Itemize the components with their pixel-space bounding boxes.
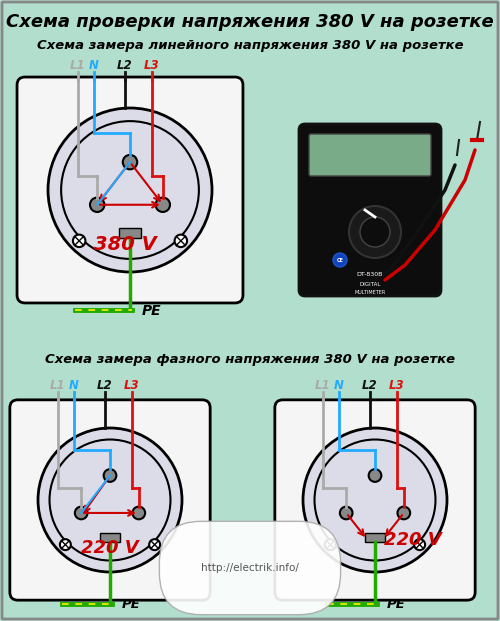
Circle shape bbox=[48, 108, 212, 272]
Text: 220 V: 220 V bbox=[384, 531, 442, 549]
Text: DIGITAL: DIGITAL bbox=[360, 281, 380, 286]
Text: CE: CE bbox=[336, 258, 344, 263]
Circle shape bbox=[303, 428, 447, 572]
Text: PE: PE bbox=[387, 599, 406, 612]
Text: L2: L2 bbox=[117, 59, 133, 72]
Text: L3: L3 bbox=[124, 379, 140, 392]
Text: L2: L2 bbox=[362, 379, 378, 392]
Text: MULTIMETER: MULTIMETER bbox=[354, 289, 386, 294]
Circle shape bbox=[314, 440, 436, 561]
Text: Схема замера фазного напряжения 380 V на розетке: Схема замера фазного напряжения 380 V на… bbox=[45, 353, 455, 366]
FancyBboxPatch shape bbox=[10, 400, 210, 600]
Text: N: N bbox=[69, 379, 79, 392]
Circle shape bbox=[38, 428, 182, 572]
Circle shape bbox=[156, 197, 170, 212]
Circle shape bbox=[174, 235, 187, 247]
Text: N: N bbox=[334, 379, 344, 392]
Circle shape bbox=[73, 235, 86, 247]
FancyBboxPatch shape bbox=[275, 400, 475, 600]
Text: PE: PE bbox=[142, 304, 162, 318]
Circle shape bbox=[90, 197, 104, 212]
Text: N: N bbox=[89, 59, 99, 72]
Circle shape bbox=[398, 507, 410, 519]
Circle shape bbox=[50, 440, 170, 561]
Text: L3: L3 bbox=[389, 379, 405, 392]
Circle shape bbox=[61, 121, 199, 259]
Circle shape bbox=[104, 469, 117, 482]
Text: L1: L1 bbox=[70, 59, 86, 72]
Circle shape bbox=[132, 507, 145, 519]
Circle shape bbox=[60, 539, 71, 550]
FancyBboxPatch shape bbox=[17, 77, 243, 303]
Circle shape bbox=[325, 539, 336, 550]
Text: PE: PE bbox=[122, 599, 141, 612]
Circle shape bbox=[349, 206, 401, 258]
Text: 220 V: 220 V bbox=[81, 539, 139, 557]
Text: Схема замера линейного напряжения 380 V на розетке: Схема замера линейного напряжения 380 V … bbox=[36, 40, 464, 53]
Circle shape bbox=[149, 539, 160, 550]
Text: L2: L2 bbox=[97, 379, 113, 392]
Bar bbox=[365, 533, 385, 542]
Bar bbox=[118, 228, 142, 238]
Circle shape bbox=[340, 507, 352, 519]
FancyBboxPatch shape bbox=[299, 124, 441, 296]
FancyBboxPatch shape bbox=[309, 134, 431, 176]
Circle shape bbox=[414, 539, 425, 550]
Text: L1: L1 bbox=[50, 379, 66, 392]
Circle shape bbox=[360, 217, 390, 247]
Circle shape bbox=[75, 507, 88, 519]
Circle shape bbox=[368, 469, 382, 482]
Text: L3: L3 bbox=[144, 59, 160, 72]
Text: L1: L1 bbox=[315, 379, 331, 392]
Circle shape bbox=[333, 253, 347, 267]
Text: Схема проверки напряжения 380 V на розетке: Схема проверки напряжения 380 V на розет… bbox=[6, 13, 494, 31]
Text: 380 V: 380 V bbox=[94, 235, 156, 255]
Bar bbox=[100, 533, 120, 542]
Circle shape bbox=[123, 155, 137, 170]
Text: http://electrik.info/: http://electrik.info/ bbox=[201, 563, 299, 573]
Text: DT-830B: DT-830B bbox=[357, 273, 383, 278]
